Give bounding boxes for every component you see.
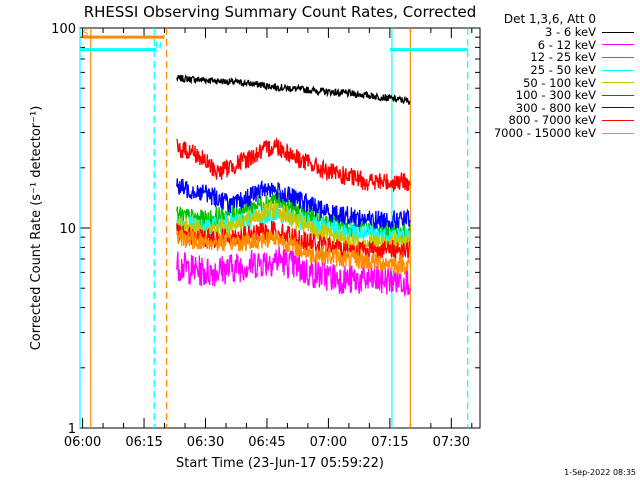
legend-label: 25 - 50 keV — [530, 63, 596, 78]
x-axis-label: Start Time (23-Jun-17 05:59:22) — [176, 456, 384, 471]
time-markers — [79, 28, 469, 428]
status-bar-label: S — [83, 29, 89, 39]
timestamp: 1-Sep-2022 08:35 — [564, 468, 636, 477]
y-tick-label: 100 — [51, 22, 76, 37]
legend-label: 12 - 25 keV — [530, 50, 596, 65]
legend-swatch — [602, 44, 634, 46]
series-lines — [176, 74, 411, 298]
x-tick-label: 06:15 — [125, 435, 162, 450]
legend-swatch — [602, 69, 634, 71]
legend-swatch — [602, 56, 634, 58]
legend-swatch — [602, 107, 634, 109]
legend-item: 25 - 50 keV — [484, 63, 634, 78]
legend-swatch — [602, 31, 634, 33]
legend-label: 6 - 12 keV — [537, 37, 596, 52]
legend-label: 3 - 6 keV — [545, 25, 596, 40]
legend-item: 3 - 6 keV — [484, 25, 634, 40]
legend-title: Det 1,3,6, Att 0 — [503, 12, 596, 26]
legend-swatch — [602, 132, 634, 134]
series-line — [176, 229, 411, 276]
series-line — [176, 137, 411, 193]
status-bar-label: N — [155, 42, 162, 52]
legend-label: 50 - 100 keV — [523, 75, 596, 90]
chart-title: RHESSI Observing Summary Count Rates, Co… — [84, 3, 477, 21]
plot-background — [80, 28, 480, 428]
y-tick-label: 1 — [68, 422, 76, 437]
legend-swatch — [602, 82, 634, 84]
legend-item: 50 - 100 keV — [484, 75, 634, 90]
x-tick-label: 06:00 — [64, 435, 101, 450]
legend-item: 6 - 12 keV — [484, 37, 634, 52]
series-line — [176, 246, 411, 298]
y-axis: 1 10 100 — [51, 22, 480, 437]
legend-item: 800 - 7000 keV — [484, 113, 634, 128]
legend-label: 7000 - 15000 keV — [493, 126, 596, 141]
x-axis: 06:00 06:15 06:30 06:45 07:00 07:15 07:30 — [64, 28, 473, 450]
legend-label: 100 - 300 keV — [515, 88, 596, 103]
legend-item: 100 - 300 keV — [484, 88, 634, 103]
legend-swatch — [602, 94, 634, 96]
x-tick-label: 07:00 — [310, 435, 347, 450]
y-axis-label: Corrected Count Rate (s⁻¹ detector⁻¹) — [29, 106, 44, 351]
x-tick-label: 07:15 — [371, 435, 408, 450]
legend-item: 300 - 800 keV — [484, 100, 634, 115]
y-tick-label: 10 — [59, 222, 76, 237]
series-line — [176, 200, 411, 253]
status-bars: SN — [80, 29, 468, 52]
series-line — [176, 178, 411, 230]
legend-item: 12 - 25 keV — [484, 50, 634, 65]
x-tick-label: 07:30 — [433, 435, 470, 450]
series-line — [176, 74, 411, 105]
legend-swatch — [602, 119, 634, 121]
legend-label: 800 - 7000 keV — [508, 113, 596, 128]
legend: Det 1,3,6, Att 0 3 - 6 keV 6 - 12 keV 12 -… — [484, 12, 634, 141]
legend-label: 300 - 800 keV — [515, 100, 596, 115]
x-tick-label: 06:45 — [248, 435, 285, 450]
x-tick-label: 06:30 — [187, 435, 224, 450]
legend-item: 7000 - 15000 keV — [484, 126, 634, 141]
